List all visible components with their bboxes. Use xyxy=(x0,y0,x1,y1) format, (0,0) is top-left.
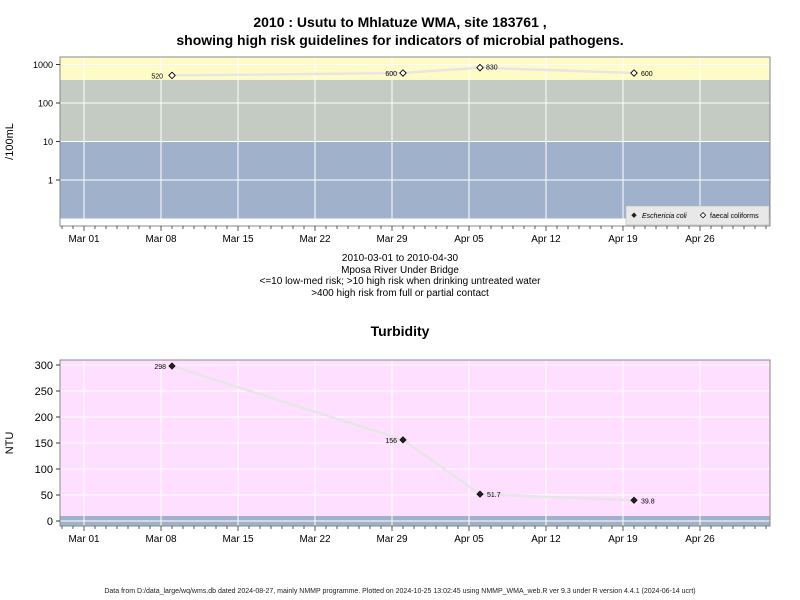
site-name-caption: Mposa River Under Bridge xyxy=(341,264,459,276)
micro-xtick-label-0: Mar 01 xyxy=(68,234,100,245)
turb-point-0 xyxy=(168,362,176,370)
turb-ytick-label-5: 250 xyxy=(35,386,53,398)
micro-ytick-label-1: 10 xyxy=(43,137,53,147)
turb-plot-area xyxy=(60,360,770,526)
turb-series-0-line xyxy=(171,364,635,502)
turb-xtick-label-8: Apr 26 xyxy=(685,534,715,545)
micro-y-axis-label: /100mL xyxy=(4,123,16,160)
turb-ytick-label-3: 150 xyxy=(35,438,53,450)
turb-ytick-label-4: 200 xyxy=(35,412,53,424)
turb-xtick-label-6: Apr 12 xyxy=(531,534,561,545)
micro-ytick-label-2: 100 xyxy=(38,99,53,109)
turb-point-label-0: 298 xyxy=(154,364,166,371)
turb-xtick-label-5: Apr 05 xyxy=(454,534,484,545)
micro-plot-area xyxy=(60,57,770,226)
legend-open-diamond-icon xyxy=(699,212,707,219)
micro-point-0 xyxy=(168,71,176,80)
turbidity-title: Turbidity xyxy=(370,323,430,339)
micro-xtick-label-8: Apr 26 xyxy=(685,234,715,245)
turb-band-1 xyxy=(60,360,770,516)
micro-point-label-3: 600 xyxy=(641,71,653,78)
micro-xtick-label-4: Mar 29 xyxy=(376,234,408,245)
micro-point-label-2: 830 xyxy=(486,65,498,72)
turb-xtick-label-1: Mar 08 xyxy=(145,534,177,545)
date-range-caption: 2010-03-01 to 2010-04-30 xyxy=(341,253,459,264)
micro-legend-box xyxy=(625,205,770,226)
micro-xtick-label-2: Mar 15 xyxy=(222,234,254,245)
micro-point-label-1: 600 xyxy=(385,71,397,78)
micro-series-0-line xyxy=(171,66,635,77)
turb-point-3 xyxy=(630,496,638,504)
turb-point-1 xyxy=(399,436,407,444)
micro-xtick-label-6: Apr 12 xyxy=(531,234,561,245)
micro-point-2 xyxy=(476,63,484,72)
turb-point-2 xyxy=(476,490,484,498)
legend-faecal-label: faecal coliforms xyxy=(710,213,759,220)
legend-filled-diamond-icon xyxy=(631,212,637,218)
micro-ytick-label-0: 1 xyxy=(48,176,53,186)
micro-point-3 xyxy=(630,69,638,77)
turb-xtick-label-4: Mar 29 xyxy=(376,534,408,545)
turb-xtick-label-7: Apr 19 xyxy=(608,534,638,545)
turb-point-label-1: 156 xyxy=(385,438,397,445)
risk-guideline-caption-drinking: <=10 low-med risk; >10 high risk when dr… xyxy=(259,276,541,287)
risk-guideline-caption-contact: >400 high risk from full or partial cont… xyxy=(311,287,489,299)
turb-ytick-label-2: 100 xyxy=(35,464,53,476)
micro-xtick-label-1: Mar 08 xyxy=(145,234,177,245)
turb-ytick-label-6: 300 xyxy=(35,360,53,372)
chart-title-line1: 2010 : Usutu to Mhlatuze WMA, site 18376… xyxy=(253,14,547,30)
micro-xtick-label-3: Mar 22 xyxy=(299,234,331,245)
turb-xtick-label-3: Mar 22 xyxy=(299,534,331,545)
micro-point-label-0: 520 xyxy=(151,73,163,80)
turb-xtick-label-0: Mar 01 xyxy=(68,534,100,545)
micro-point-1 xyxy=(399,69,407,77)
chart-title-line2: showing high risk guidelines for indicat… xyxy=(176,32,624,48)
turb-point-label-2: 51.7 xyxy=(487,492,501,499)
micro-xtick-label-7: Apr 19 xyxy=(608,234,638,245)
turb-y-axis-label: NTU xyxy=(4,432,16,455)
micro-ytick-label-3: 1000 xyxy=(33,60,53,70)
micro-legend: Eschericia coli faecal coliforms xyxy=(625,205,770,226)
footer-note: Data from D:/data_large/wq/wms.db dated … xyxy=(104,588,696,595)
turb-point-label-3: 39.8 xyxy=(641,498,655,505)
micro-xtick-label-5: Apr 05 xyxy=(454,234,484,245)
micro-band-2 xyxy=(60,57,770,80)
turb-xtick-label-2: Mar 15 xyxy=(222,534,254,545)
legend-ecoli-label: Eschericia coli xyxy=(642,213,687,220)
turb-ytick-label-1: 50 xyxy=(41,490,53,502)
turb-ytick-label-0: 0 xyxy=(47,516,53,528)
micro-band-1 xyxy=(60,79,770,142)
